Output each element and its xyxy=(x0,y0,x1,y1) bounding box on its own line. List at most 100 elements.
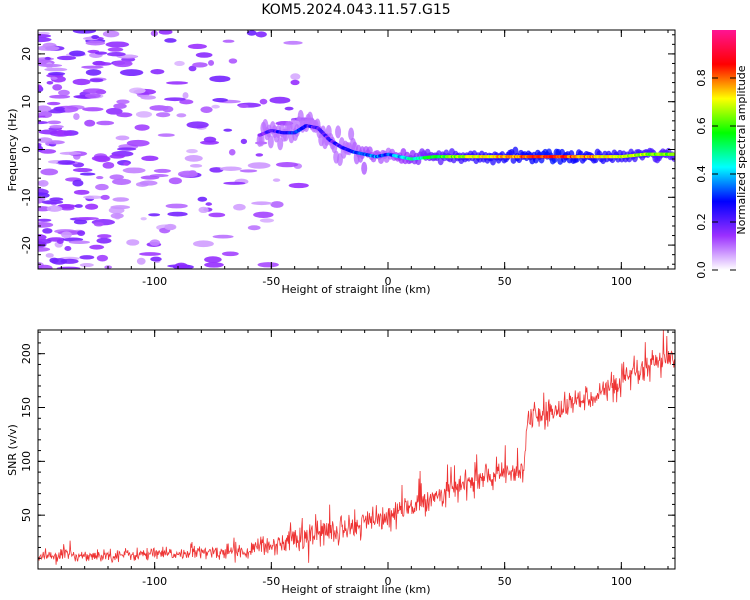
noise-blob xyxy=(57,160,76,165)
noise-blob xyxy=(46,205,63,212)
noise-blob xyxy=(174,262,188,269)
noise-blob xyxy=(38,45,60,51)
noise-blob xyxy=(72,78,91,86)
noise-blob xyxy=(211,104,220,109)
noise-blob xyxy=(128,87,146,94)
noise-blob xyxy=(189,164,203,168)
noise-blob xyxy=(150,256,162,262)
noise-blob xyxy=(255,31,267,38)
x-tick-label: 100 xyxy=(611,575,632,588)
noise-blob xyxy=(79,255,95,260)
ridge-halo xyxy=(361,161,368,175)
noise-blob xyxy=(38,137,53,143)
noise-blob xyxy=(134,124,150,131)
noise-blob xyxy=(123,162,130,166)
noise-blob xyxy=(116,112,133,118)
noise-blob xyxy=(83,195,104,200)
noise-blob xyxy=(259,98,268,105)
spectrogram-y-axis-label: Frequency (Hz) xyxy=(6,109,19,192)
y-tick-label: 50 xyxy=(20,508,33,522)
x-tick-label: 0 xyxy=(385,575,392,588)
noise-blob xyxy=(247,162,271,169)
noise-blob xyxy=(38,246,51,252)
noise-blob xyxy=(192,240,214,248)
noise-blob xyxy=(47,120,62,125)
noise-blob xyxy=(48,72,66,76)
noise-blob xyxy=(257,262,279,268)
noise-blob xyxy=(157,133,175,137)
snr-frame xyxy=(37,329,676,570)
noise-blob xyxy=(40,168,59,176)
noise-blob xyxy=(290,79,300,86)
noise-blob xyxy=(126,139,150,147)
noise-blob xyxy=(140,175,160,180)
noise-blob xyxy=(136,257,146,265)
figure-title: KOM5.2024.043.11.57.G15 xyxy=(261,2,451,18)
noise-blob xyxy=(79,172,96,176)
noise-blob xyxy=(46,80,54,85)
noise-blob xyxy=(96,120,115,126)
ridge-halo xyxy=(335,125,342,139)
noise-blob xyxy=(259,218,275,223)
noise-blob xyxy=(79,262,94,268)
noise-blob xyxy=(204,256,222,263)
noise-blob xyxy=(158,30,173,35)
noise-blob xyxy=(96,254,109,262)
x-tick-label: -100 xyxy=(142,275,167,288)
noise-blob xyxy=(38,37,52,43)
noise-blob xyxy=(91,155,110,162)
noise-blob xyxy=(96,175,104,180)
noise-blob xyxy=(52,84,63,91)
noise-blob xyxy=(75,216,99,221)
noise-blob xyxy=(269,96,291,104)
noise-blob xyxy=(167,211,188,217)
snr-panel: -100 -50 0 50 100 50 100 150 200 Height of strai… xyxy=(6,329,676,596)
noise-blob xyxy=(283,40,303,45)
spectrogram-x-axis-label: Height of straight line (km) xyxy=(281,283,430,296)
noise-blob xyxy=(205,202,213,206)
noise-blob xyxy=(72,167,93,173)
x-tick-label: -100 xyxy=(142,575,167,588)
noise-blob xyxy=(238,104,249,109)
noise-blob xyxy=(46,101,61,106)
noise-blob xyxy=(91,35,100,40)
noise-blob xyxy=(109,174,124,180)
noise-blob xyxy=(253,211,274,218)
noise-blob xyxy=(212,234,234,239)
noise-blob xyxy=(166,81,189,85)
noise-blob xyxy=(212,97,229,103)
x-tick-label: -50 xyxy=(262,275,280,288)
ridge-halo xyxy=(277,137,284,151)
noise-blob xyxy=(38,112,51,116)
noise-blob xyxy=(119,69,144,77)
noise-blob xyxy=(182,92,189,99)
snr-x-axis-label: Height of straight line (km) xyxy=(281,583,430,596)
noise-blob xyxy=(188,65,197,72)
noise-blob xyxy=(139,180,158,186)
noise-blob xyxy=(246,30,257,36)
noise-blob xyxy=(209,75,231,83)
spectrogram-marks xyxy=(38,30,675,269)
noise-blob xyxy=(162,105,174,113)
colorbar-tick-label: 0.0 xyxy=(695,261,708,279)
noise-blob xyxy=(164,38,177,43)
colorbar-tick-label: 0.8 xyxy=(695,69,708,87)
noise-blob xyxy=(222,39,235,43)
noise-blob xyxy=(179,99,194,105)
noise-blob xyxy=(126,239,140,246)
noise-blob xyxy=(186,148,198,154)
noise-blob xyxy=(275,161,299,168)
noise-blob xyxy=(155,112,171,118)
noise-blob xyxy=(107,47,124,52)
noise-blob xyxy=(203,136,217,143)
y-tick-label: 0 xyxy=(20,146,33,153)
snr-y-axis-label: SNR (v/v) xyxy=(6,424,19,476)
noise-blob xyxy=(41,200,64,205)
colorbar-label: Normalized spectral amplitude xyxy=(735,65,748,234)
noise-blob xyxy=(73,189,90,195)
noise-blob xyxy=(82,107,104,112)
ridge-halo xyxy=(512,146,519,156)
